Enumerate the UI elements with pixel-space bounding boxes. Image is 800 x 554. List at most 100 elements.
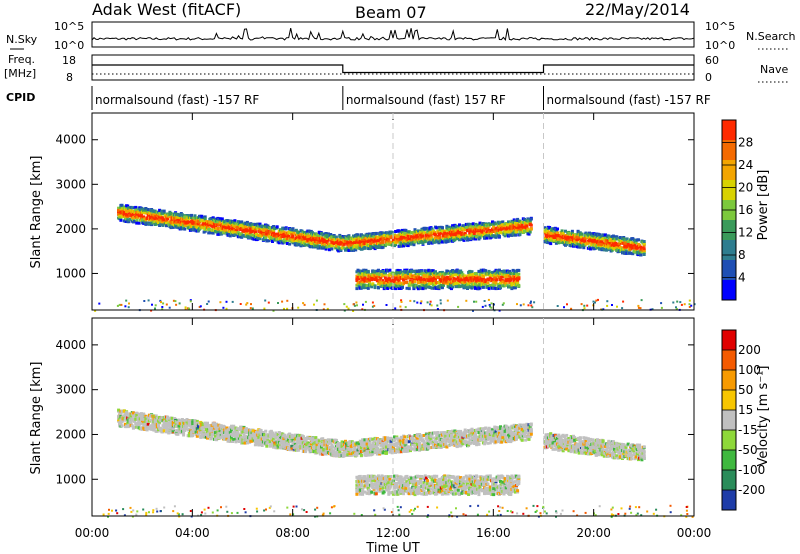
echo-cell bbox=[516, 303, 518, 306]
echo-cell bbox=[487, 287, 491, 291]
echo-cell bbox=[125, 299, 128, 302]
echo-cell bbox=[326, 307, 329, 310]
echo-cell bbox=[133, 425, 136, 429]
echo-cell bbox=[502, 302, 505, 305]
echo-cell bbox=[271, 240, 274, 243]
echo-cell bbox=[460, 271, 464, 275]
echo-cell bbox=[429, 276, 433, 279]
echo-cell bbox=[367, 239, 371, 243]
freq-left-label-2: [MHz] bbox=[4, 67, 36, 80]
echo-cell bbox=[353, 304, 356, 307]
echo-cell bbox=[219, 424, 223, 428]
echo-cell bbox=[529, 302, 532, 304]
echo-cell bbox=[193, 214, 197, 218]
echo-cell bbox=[603, 233, 607, 237]
echo-cell bbox=[177, 424, 181, 428]
echo-cell bbox=[446, 231, 450, 235]
echo-cell bbox=[220, 433, 224, 437]
echo-cell bbox=[594, 301, 596, 304]
echo-cell bbox=[361, 270, 365, 274]
echo-cell bbox=[434, 270, 437, 274]
echo-cell bbox=[444, 271, 448, 275]
echo-cell bbox=[211, 231, 215, 235]
echo-cell bbox=[120, 303, 123, 306]
echo-cell bbox=[218, 221, 222, 225]
echo-cell bbox=[209, 437, 213, 441]
echo-cell bbox=[511, 282, 515, 285]
echo-cell bbox=[454, 277, 458, 281]
echo-cell bbox=[407, 284, 411, 287]
echo-cell bbox=[313, 303, 315, 306]
power-colorbar-tick-label: 24 bbox=[738, 158, 753, 172]
echo-cell bbox=[505, 227, 509, 231]
echo-cell bbox=[616, 305, 618, 308]
noise-right-tick-bottom: 10^0 bbox=[705, 39, 735, 52]
echo-cell bbox=[477, 223, 481, 227]
echo-cell bbox=[184, 223, 188, 227]
echo-cell bbox=[639, 307, 642, 310]
echo-cell bbox=[212, 228, 216, 232]
echo-cell bbox=[409, 279, 412, 283]
echo-cell bbox=[357, 277, 361, 281]
echo-cell bbox=[322, 308, 325, 311]
echo-cell bbox=[423, 281, 427, 284]
echo-cell bbox=[162, 426, 166, 430]
echo-cell bbox=[635, 246, 639, 250]
echo-cell bbox=[367, 281, 371, 285]
echo-cell bbox=[595, 299, 598, 302]
echo-cell bbox=[145, 419, 149, 423]
echo-cell bbox=[519, 304, 522, 307]
echo-cell bbox=[379, 243, 383, 247]
echo-cell bbox=[302, 302, 305, 305]
echo-cell bbox=[439, 299, 442, 302]
echo-cell bbox=[342, 242, 346, 246]
echo-cell bbox=[153, 421, 157, 425]
echo-cell bbox=[400, 299, 403, 302]
echo-cell bbox=[154, 304, 157, 307]
echo-cell bbox=[167, 431, 171, 435]
echo-cell bbox=[369, 246, 373, 250]
echo-cell bbox=[480, 281, 484, 285]
echo-cell bbox=[394, 307, 397, 310]
echo-cell bbox=[420, 240, 424, 243]
echo-cell bbox=[407, 238, 411, 242]
echo-cell bbox=[371, 305, 374, 308]
echo-cell bbox=[381, 245, 385, 249]
echo-cell bbox=[162, 212, 166, 216]
power-colorbar-tick-label: 4 bbox=[738, 271, 746, 285]
echo-cell bbox=[564, 238, 567, 242]
echo-cell bbox=[438, 281, 442, 285]
echo-cell bbox=[356, 243, 360, 247]
echo-cell bbox=[479, 228, 483, 232]
echo-cell bbox=[280, 232, 284, 236]
echo-cell bbox=[166, 415, 170, 419]
echo-cell bbox=[330, 247, 334, 251]
echo-cell bbox=[380, 231, 384, 235]
power-echo-layer bbox=[94, 203, 696, 312]
echo-cell bbox=[507, 220, 510, 224]
echo-cell bbox=[231, 439, 235, 443]
echo-cell bbox=[127, 207, 131, 210]
cpid-segment-label: normalsound (fast) 157 RF bbox=[346, 93, 506, 107]
echo-cell bbox=[161, 223, 165, 227]
echo-cell bbox=[337, 249, 341, 253]
echo-cell bbox=[188, 427, 192, 431]
velocity-echo-layer bbox=[102, 408, 694, 518]
echo-cell bbox=[481, 275, 485, 278]
echo-cell bbox=[119, 218, 123, 222]
echo-cell bbox=[234, 434, 238, 438]
echo-cell bbox=[520, 228, 524, 231]
echo-cell bbox=[161, 306, 164, 308]
echo-cell bbox=[515, 272, 518, 276]
echo-cell bbox=[162, 429, 166, 433]
echo-cell bbox=[389, 284, 393, 288]
echo-cell bbox=[253, 230, 257, 234]
echo-cell bbox=[146, 422, 150, 426]
echo-cell bbox=[388, 268, 392, 272]
echo-cell bbox=[281, 226, 285, 230]
echo-cell bbox=[207, 231, 211, 235]
echo-cell bbox=[533, 301, 536, 304]
echo-cell bbox=[445, 228, 449, 232]
echo-cell bbox=[234, 233, 238, 237]
echo-cell bbox=[503, 234, 507, 238]
